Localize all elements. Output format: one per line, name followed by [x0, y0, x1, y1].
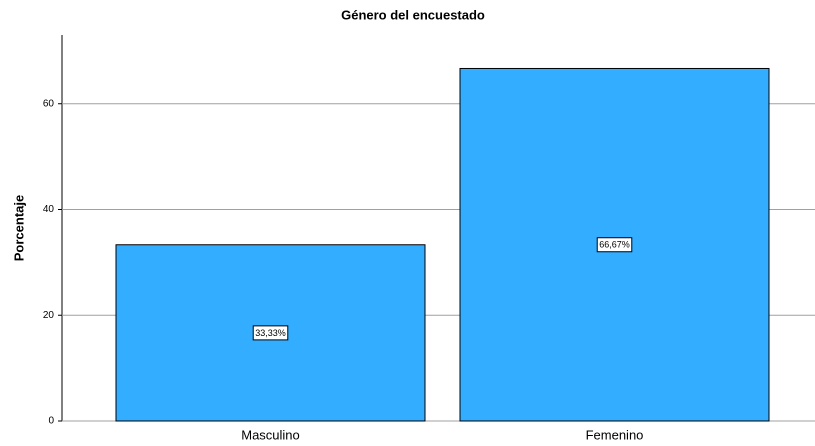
y-tick-label: 0 — [48, 416, 54, 427]
y-tick-label: 60 — [43, 98, 55, 109]
value-label-box — [252, 325, 289, 341]
y-tick-label: 20 — [43, 310, 55, 321]
x-tick-label: Masculino — [241, 427, 300, 442]
chart-title: Género del encuestado — [341, 7, 485, 22]
y-axis-title: Porcentaje — [11, 195, 26, 261]
x-tick-label: Femenino — [586, 427, 644, 442]
y-tick-label: 40 — [43, 204, 55, 215]
value-label-box — [596, 237, 633, 253]
value-label: 33,33% — [255, 328, 286, 338]
value-label: 66,67% — [599, 240, 630, 250]
